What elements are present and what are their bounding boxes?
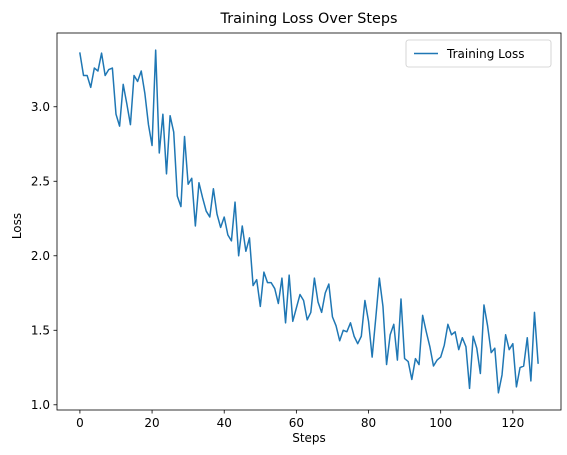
- y-tick-label: 3.0: [31, 100, 50, 114]
- x-tick-label: 100: [429, 416, 452, 430]
- legend-label: Training Loss: [446, 47, 524, 61]
- x-tick-label: 60: [289, 416, 304, 430]
- x-tick-label: 120: [501, 416, 524, 430]
- plot-area: [56, 32, 562, 411]
- chart-title: Training Loss Over Steps: [220, 11, 398, 27]
- y-tick-label: 1.5: [31, 324, 50, 338]
- x-tick-label: 0: [76, 416, 84, 430]
- y-axis-label: Loss: [10, 213, 24, 239]
- axes-frame: [56, 32, 562, 411]
- series-line-0: [79, 49, 539, 394]
- y-tick-label: 2.0: [31, 249, 50, 263]
- x-tick-label: 80: [361, 416, 376, 430]
- x-tick-label: 20: [144, 416, 159, 430]
- x-tick-label: 40: [217, 416, 232, 430]
- x-axis: 0 20 40 60 80 100 120: [76, 410, 524, 430]
- y-tick-label: 2.5: [31, 175, 50, 189]
- y-axis: 1.0 1.5 2.0 2.5 3.0: [31, 100, 57, 412]
- legend-box: [405, 39, 552, 68]
- y-tick-label: 1.0: [31, 398, 50, 412]
- x-axis-label: Steps: [292, 431, 326, 445]
- legend: Training Loss: [405, 39, 552, 68]
